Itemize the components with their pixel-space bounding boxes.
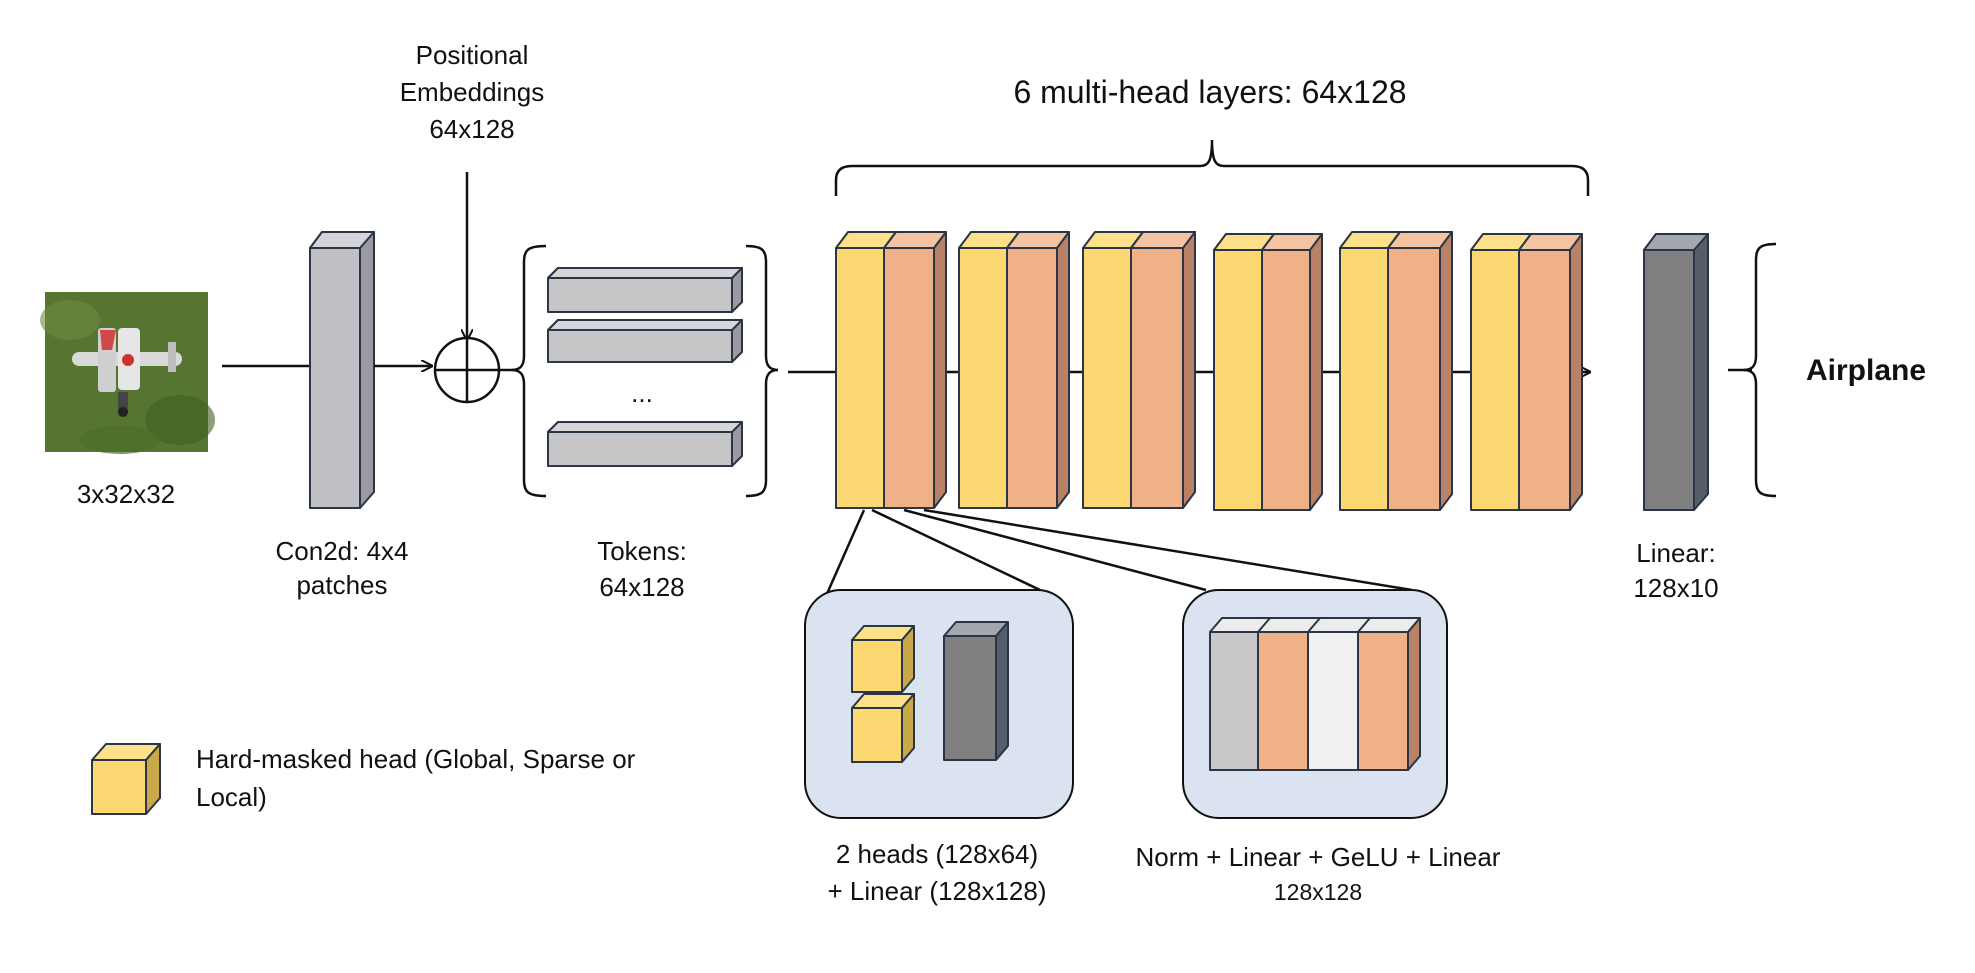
legend-text-line2: Local) bbox=[196, 782, 267, 812]
head-cube bbox=[851, 693, 915, 763]
detail-mlp-line1: Norm + Linear + GeLU + Linear bbox=[1136, 842, 1501, 872]
detail-mlp-line2: 128x128 bbox=[1274, 879, 1362, 905]
layers-brace bbox=[834, 139, 1590, 196]
positional-label-line1: Positional bbox=[416, 40, 529, 70]
tokens-ellipsis: ... bbox=[631, 378, 653, 408]
transformer-layer-4 bbox=[1213, 233, 1323, 511]
linear-layer bbox=[1357, 631, 1409, 771]
head-linear-block bbox=[943, 621, 1009, 761]
linear-block bbox=[1643, 233, 1709, 511]
conv2d-block bbox=[309, 231, 375, 509]
conv-label-line2: patches bbox=[296, 570, 387, 600]
airplane-icon bbox=[72, 328, 182, 417]
transformer-layer-1 bbox=[835, 231, 947, 509]
output-label: Airplane bbox=[1806, 354, 1926, 387]
positional-label-line2: Embeddings bbox=[400, 77, 545, 107]
norm-layer bbox=[1209, 631, 1259, 771]
transformer-layer-5 bbox=[1339, 231, 1453, 511]
legend-head-cube bbox=[91, 743, 161, 815]
conv-label-line1: Con2d: 4x4 bbox=[276, 536, 409, 566]
positional-label-line3: 64x128 bbox=[429, 114, 514, 144]
input-label: 3x32x32 bbox=[77, 479, 175, 509]
tokens-group bbox=[511, 244, 779, 498]
transformer-layer-6 bbox=[1470, 233, 1583, 511]
expansion-lines bbox=[824, 508, 1413, 597]
add-operator-icon bbox=[433, 336, 501, 404]
layers-title: 6 multi-head layers: 64x128 bbox=[1013, 74, 1406, 110]
detail-heads-line1: 2 heads (128x64) bbox=[836, 839, 1038, 869]
token-bar bbox=[547, 319, 743, 363]
transformer-layer-2 bbox=[958, 231, 1070, 509]
head-cube bbox=[851, 625, 915, 693]
detail-heads-line2: + Linear (128x128) bbox=[828, 876, 1047, 906]
tokens-label-line2: 64x128 bbox=[599, 572, 684, 602]
linear-label-line2: 128x10 bbox=[1633, 573, 1718, 603]
output-brace bbox=[1743, 242, 1777, 498]
input-image bbox=[40, 292, 215, 454]
token-bar bbox=[547, 267, 743, 313]
detail-panel-mlp bbox=[1182, 589, 1448, 819]
token-bar bbox=[547, 421, 743, 467]
tokens-label-line1: Tokens: bbox=[597, 536, 687, 566]
linear-label-line1: Linear: bbox=[1636, 538, 1716, 568]
gelu-layer bbox=[1307, 631, 1359, 771]
transformer-layer-3 bbox=[1082, 231, 1196, 509]
legend-text-line1: Hard-masked head (Global, Sparse or bbox=[196, 744, 636, 774]
detail-panel-heads bbox=[804, 589, 1074, 819]
linear-layer bbox=[1257, 631, 1309, 771]
